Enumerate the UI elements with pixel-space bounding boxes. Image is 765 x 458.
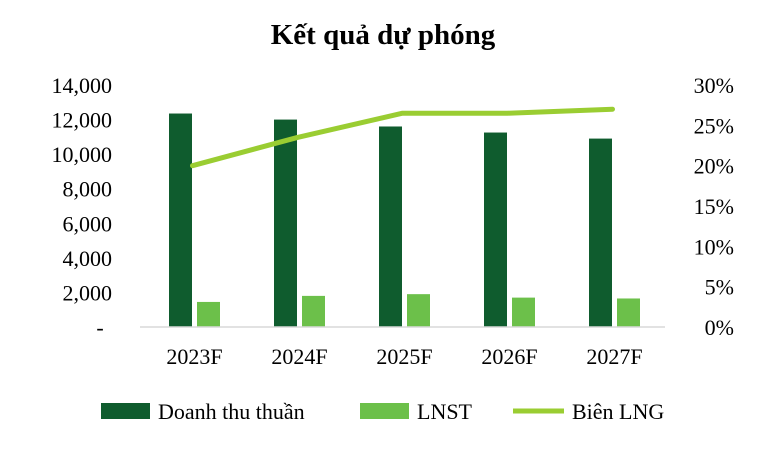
bar-lnst-2027F — [617, 298, 640, 327]
x-axis-ticks: 2023F 2024F 2025F 2026F 2027F — [166, 344, 642, 369]
chart-title: Kết quả dự phóng — [271, 19, 496, 51]
left-tick-label: - — [96, 315, 103, 340]
x-tick-label: 2027F — [586, 344, 642, 369]
legend-label: LNST — [417, 399, 473, 424]
bar-lnst-2026F — [512, 297, 535, 327]
bar-lnst-2024F — [302, 295, 325, 327]
legend: Doanh thu thuần LNST Biên LNG — [101, 399, 664, 424]
x-tick-label: 2026F — [481, 344, 537, 369]
bar-lnst-2025F — [407, 294, 430, 327]
bar-doanh-thu-2023F — [169, 113, 192, 328]
x-tick-label: 2024F — [271, 344, 327, 369]
left-tick-label: 12,000 — [52, 108, 113, 133]
right-tick-label: 15% — [694, 194, 734, 219]
bar-doanh-thu-2026F — [484, 132, 507, 327]
legend-label: Biên LNG — [572, 399, 664, 424]
right-axis-ticks: 0% 5% 10% 15% 20% 25% 30% — [694, 73, 734, 340]
bar-doanh-thu-2027F — [589, 138, 612, 327]
right-tick-label: 5% — [705, 275, 734, 300]
x-tick-label: 2025F — [376, 344, 432, 369]
bar-lnst-2023F — [197, 301, 220, 327]
right-tick-label: 10% — [694, 234, 734, 259]
legend-label: Doanh thu thuần — [158, 399, 305, 424]
legend-swatch — [101, 403, 150, 419]
line-bien-lng — [190, 106, 615, 169]
left-tick-label: 14,000 — [52, 73, 113, 98]
bars-layer — [169, 113, 640, 328]
left-tick-label: 4,000 — [63, 246, 113, 271]
bar-doanh-thu-2025F — [379, 126, 402, 327]
left-axis-ticks: - 2,000 4,000 6,000 8,000 10,000 12,000 14,000 — [52, 73, 113, 340]
right-tick-label: 30% — [694, 73, 734, 98]
left-tick-label: 6,000 — [63, 211, 113, 236]
left-tick-label: 2,000 — [63, 280, 113, 305]
x-tick-label: 2023F — [166, 344, 222, 369]
left-tick-label: 10,000 — [52, 142, 113, 167]
bar-doanh-thu-2024F — [274, 119, 297, 327]
left-tick-label: 8,000 — [63, 177, 113, 202]
legend-swatch — [360, 403, 409, 419]
right-tick-label: 20% — [694, 154, 734, 179]
line-layer — [190, 106, 615, 169]
right-tick-label: 25% — [694, 113, 734, 138]
right-tick-label: 0% — [705, 315, 734, 340]
